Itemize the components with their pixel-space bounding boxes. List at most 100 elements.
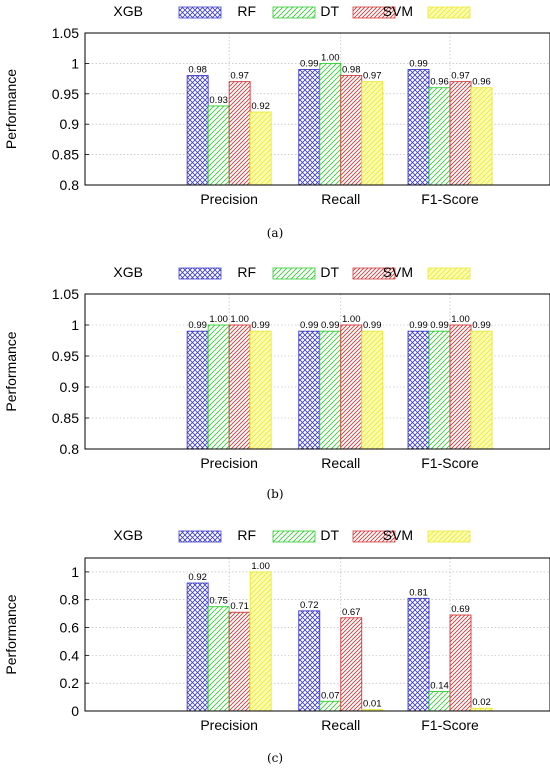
y-tick-label: 1.05 xyxy=(52,25,79,41)
data-label: 0.02 xyxy=(472,697,491,708)
legend-label-xgb: XGB xyxy=(113,527,143,543)
y-tick-label: 0.8 xyxy=(60,441,80,457)
legend-label-svm: SVM xyxy=(383,3,413,19)
data-label: 1.00 xyxy=(251,561,270,572)
data-label: 0.96 xyxy=(472,77,491,88)
bar-dt-precision xyxy=(228,324,251,450)
data-label: 0.99 xyxy=(363,320,382,331)
bar-rf-recall xyxy=(319,62,342,186)
y-tick-label: 0.85 xyxy=(52,410,79,426)
legend-swatch-rf xyxy=(272,6,316,19)
legend-swatch-dt xyxy=(352,530,396,543)
legend-label-dt: DT xyxy=(320,264,339,280)
bar-rf-precision xyxy=(207,105,230,186)
y-axis-label: Performance xyxy=(3,69,19,149)
data-label: 0.07 xyxy=(321,690,340,701)
data-label: 0.01 xyxy=(363,699,382,710)
data-label: 1.00 xyxy=(451,314,470,325)
legend-swatch-svm xyxy=(427,267,471,280)
bar-xgb-recall xyxy=(298,69,321,186)
bar-xgb-precision xyxy=(186,75,209,186)
bar-dt-recall xyxy=(340,617,363,712)
y-axis-label: Performance xyxy=(3,331,19,411)
bar-dt-f1-score xyxy=(449,324,472,450)
data-label: 0.67 xyxy=(342,607,361,618)
data-label: 0.92 xyxy=(251,101,270,112)
data-label: 0.75 xyxy=(209,596,228,607)
bar-rf-precision xyxy=(207,324,230,450)
legend-label-xgb: XGB xyxy=(113,3,143,19)
y-tick-label: 0.2 xyxy=(60,675,80,691)
bar-rf-f1-score xyxy=(428,330,451,450)
bar-svm-precision xyxy=(249,330,272,450)
plot-frame xyxy=(84,32,550,186)
y-axis-label: Performance xyxy=(3,594,19,674)
y-tick-label: 0 xyxy=(71,703,79,719)
y-tick-label: 0.95 xyxy=(52,86,79,102)
y-tick-label: 0.6 xyxy=(60,620,80,636)
y-tick-label: 0.95 xyxy=(52,348,79,364)
legend-label-xgb: XGB xyxy=(113,264,143,280)
legend-label-dt: DT xyxy=(320,3,339,19)
data-label: 0.97 xyxy=(451,71,470,82)
bar-dt-precision xyxy=(228,611,251,712)
x-category-label: F1-Score xyxy=(421,455,479,471)
y-tick-label: 1 xyxy=(71,55,79,71)
bar-xgb-f1-score xyxy=(407,330,430,450)
x-category-label: Recall xyxy=(321,191,360,207)
data-label: 0.98 xyxy=(188,65,207,76)
legend-label-svm: SVM xyxy=(383,264,413,280)
data-label: 0.99 xyxy=(188,320,207,331)
data-label: 0.72 xyxy=(300,600,319,611)
legend-label-rf: RF xyxy=(237,264,256,280)
legend-swatch-svm xyxy=(427,6,471,19)
bar-svm-recall xyxy=(361,81,384,186)
bar-dt-f1-score xyxy=(449,614,472,712)
y-tick-label: 1 xyxy=(71,564,79,580)
data-label: 0.99 xyxy=(430,320,449,331)
data-label: 0.69 xyxy=(451,604,470,615)
y-tick-label: 0.85 xyxy=(52,147,79,163)
y-tick-label: 0.8 xyxy=(60,177,80,193)
legend-label-rf: RF xyxy=(237,3,256,19)
y-tick-label: 1.05 xyxy=(52,286,79,302)
x-category-label: Recall xyxy=(321,455,360,471)
data-label: 0.98 xyxy=(342,65,361,76)
y-tick-label: 1 xyxy=(71,317,79,333)
data-label: 0.99 xyxy=(409,58,428,69)
data-label: 0.96 xyxy=(430,77,449,88)
data-label: 0.14 xyxy=(430,681,449,692)
data-label: 0.99 xyxy=(300,320,319,331)
data-label: 0.71 xyxy=(230,601,249,612)
data-label: 0.99 xyxy=(409,320,428,331)
panel-caption-b: (b) xyxy=(266,487,283,501)
legend-label-rf: RF xyxy=(237,527,256,543)
data-label: 1.00 xyxy=(209,314,228,325)
data-label: 0.93 xyxy=(209,95,228,106)
y-tick-label: 0.9 xyxy=(60,379,80,395)
plot-frame xyxy=(84,557,550,712)
x-category-label: Precision xyxy=(200,455,258,471)
bar-dt-f1-score xyxy=(449,81,472,186)
data-label: 1.00 xyxy=(342,314,361,325)
bar-rf-f1-score xyxy=(428,691,451,712)
x-category-label: F1-Score xyxy=(421,717,479,733)
bar-svm-recall xyxy=(361,330,384,450)
legend-swatch-xgb xyxy=(178,6,222,19)
x-category-label: Precision xyxy=(200,717,258,733)
bar-svm-f1-score xyxy=(470,87,493,186)
panel-caption-c: (c) xyxy=(267,751,283,765)
x-category-label: Recall xyxy=(321,717,360,733)
bar-dt-recall xyxy=(340,75,363,186)
data-label: 0.97 xyxy=(230,71,249,82)
legend-swatch-xgb xyxy=(178,530,222,543)
bar-dt-recall xyxy=(340,324,363,450)
legend-swatch-xgb xyxy=(178,267,222,280)
data-label: 0.99 xyxy=(300,58,319,69)
data-label: 0.97 xyxy=(363,71,382,82)
data-label: 0.81 xyxy=(409,587,428,598)
bar-xgb-f1-score xyxy=(407,69,430,186)
